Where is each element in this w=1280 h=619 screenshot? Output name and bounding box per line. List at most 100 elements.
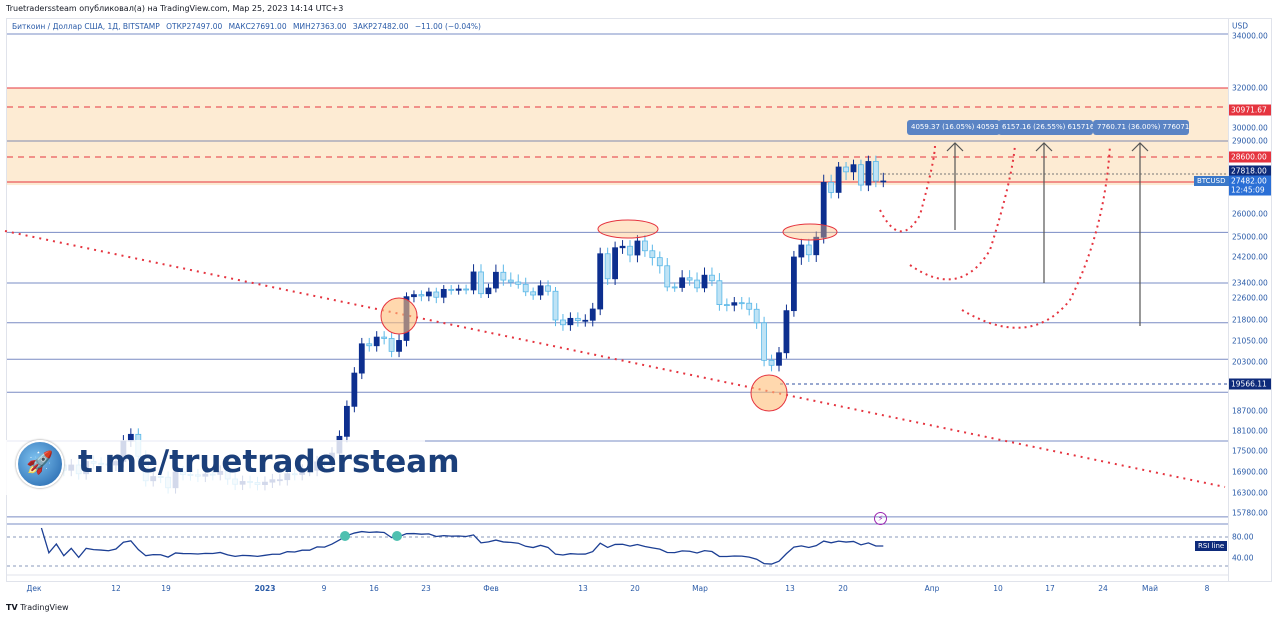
- candle-body: [656, 257, 663, 267]
- candle-body: [858, 164, 864, 186]
- price-tick: 21050.00: [1232, 336, 1268, 346]
- time-tick: 20: [630, 584, 640, 593]
- candle-body: [664, 265, 671, 288]
- candle-body: [753, 308, 760, 324]
- badge-high-price: 27818.00: [1229, 165, 1271, 177]
- candle-body: [627, 245, 633, 256]
- candle-body: [522, 283, 529, 293]
- highlight-circle: [750, 374, 788, 412]
- candle-body: [582, 319, 589, 322]
- candle-body: [671, 286, 678, 289]
- candle-body: [388, 338, 395, 352]
- measure-arrow-head: [946, 142, 964, 152]
- candle-body: [701, 274, 708, 289]
- candle-body: [679, 277, 686, 288]
- tv-icon: TV: [6, 603, 18, 612]
- high-value: МАКС27691.00: [228, 22, 287, 31]
- projection-arrow: [961, 144, 1111, 329]
- time-tick: Дек: [26, 584, 42, 593]
- price-tick: 34000.00: [1232, 31, 1268, 41]
- candle-body: [768, 359, 775, 366]
- change-value: −11.00 (−0.04%): [414, 22, 481, 31]
- footer-brand: TradingView: [20, 603, 69, 612]
- price-tick: 18100.00: [1232, 426, 1268, 436]
- time-tick: 19: [161, 584, 171, 593]
- badge-level-low: 19566.11: [1229, 378, 1271, 390]
- badge-level-high: 30971.67: [1229, 104, 1271, 116]
- candle-body: [716, 280, 723, 306]
- candle-body: [619, 245, 626, 249]
- candle-body: [418, 294, 425, 297]
- highlight-circle: [380, 297, 418, 335]
- low-value: МИН27363.00: [292, 22, 347, 31]
- time-tick: 8: [1204, 584, 1210, 593]
- projection-arrow: [909, 144, 1016, 281]
- candle-body: [820, 181, 827, 238]
- symbol-name[interactable]: Биткоин / Доллар США, 1Д, BITSTAMP: [12, 22, 160, 31]
- candle-body: [492, 271, 499, 289]
- candle-body: [835, 166, 842, 193]
- time-tick: 13: [785, 584, 795, 593]
- time-tick: 13: [578, 584, 588, 593]
- candle-body: [738, 302, 745, 305]
- lightning-icon[interactable]: ⚡: [874, 512, 887, 525]
- candle-body: [798, 244, 805, 258]
- price-tick: 23400.00: [1232, 278, 1268, 288]
- time-tick: Апр: [924, 584, 940, 593]
- candle-body: [411, 294, 417, 298]
- candle-body: [351, 372, 358, 407]
- candle-body: [746, 302, 753, 310]
- candle-body: [597, 253, 604, 310]
- candle-body: [604, 253, 611, 280]
- candle-body: [709, 274, 715, 282]
- price-tick: 30000.00: [1232, 123, 1268, 133]
- candle-body: [433, 291, 440, 298]
- rsi-label: RSI line: [1195, 541, 1228, 551]
- trend-line: [4, 230, 1226, 488]
- candle-body: [805, 244, 812, 256]
- candle-body: [776, 352, 782, 366]
- symbol-legend: Биткоин / Доллар США, 1Д, BITSTAMP ОТКР2…: [12, 22, 485, 31]
- badge-countdown: 12:45:09: [1229, 184, 1271, 196]
- time-tick: 16: [369, 584, 379, 593]
- candle-body: [343, 405, 350, 437]
- candle-body: [455, 288, 462, 291]
- candle-body: [686, 277, 693, 281]
- price-tick: 17500.00: [1232, 446, 1268, 456]
- price-axis[interactable]: [1228, 18, 1272, 582]
- candle-body: [470, 271, 477, 291]
- close-value: ЗАКР27482.00: [352, 22, 409, 31]
- candle-body: [865, 161, 872, 186]
- time-tick: 9: [321, 584, 327, 593]
- price-tick: 20300.00: [1232, 357, 1268, 367]
- candle-body: [381, 336, 388, 339]
- time-tick: Май: [1142, 584, 1158, 593]
- candle-body: [589, 308, 596, 321]
- candle-body: [567, 317, 574, 326]
- open-value: ОТКР27497.00: [166, 22, 223, 31]
- price-tick: 16900.00: [1232, 467, 1268, 477]
- candle-body: [515, 281, 522, 285]
- publisher-line: Truetraderssteam опубликовал(а) на Tradi…: [6, 4, 344, 13]
- time-tick: 20: [838, 584, 848, 593]
- candle-body: [507, 279, 514, 283]
- candle-body: [485, 287, 492, 295]
- price-tick: 32000.00: [1232, 83, 1268, 93]
- price-tick: 18700.00: [1232, 406, 1268, 416]
- price-tick: 26000.00: [1232, 209, 1268, 219]
- candle-body: [828, 181, 835, 193]
- price-tick: 16300.00: [1232, 488, 1268, 498]
- candle-body: [478, 271, 484, 295]
- candle-body: [552, 290, 559, 321]
- candle-body: [791, 256, 797, 312]
- candle-body: [396, 340, 402, 352]
- candle-body: [560, 319, 566, 326]
- candle-body: [872, 161, 879, 182]
- measure-arrow-head: [1131, 142, 1149, 152]
- price-tick: 22600.00: [1232, 293, 1268, 303]
- time-tick: 2023: [254, 584, 276, 593]
- rsi-tick-80: 80.00: [1232, 532, 1254, 542]
- candle-body: [649, 250, 656, 259]
- candle-body: [843, 166, 849, 173]
